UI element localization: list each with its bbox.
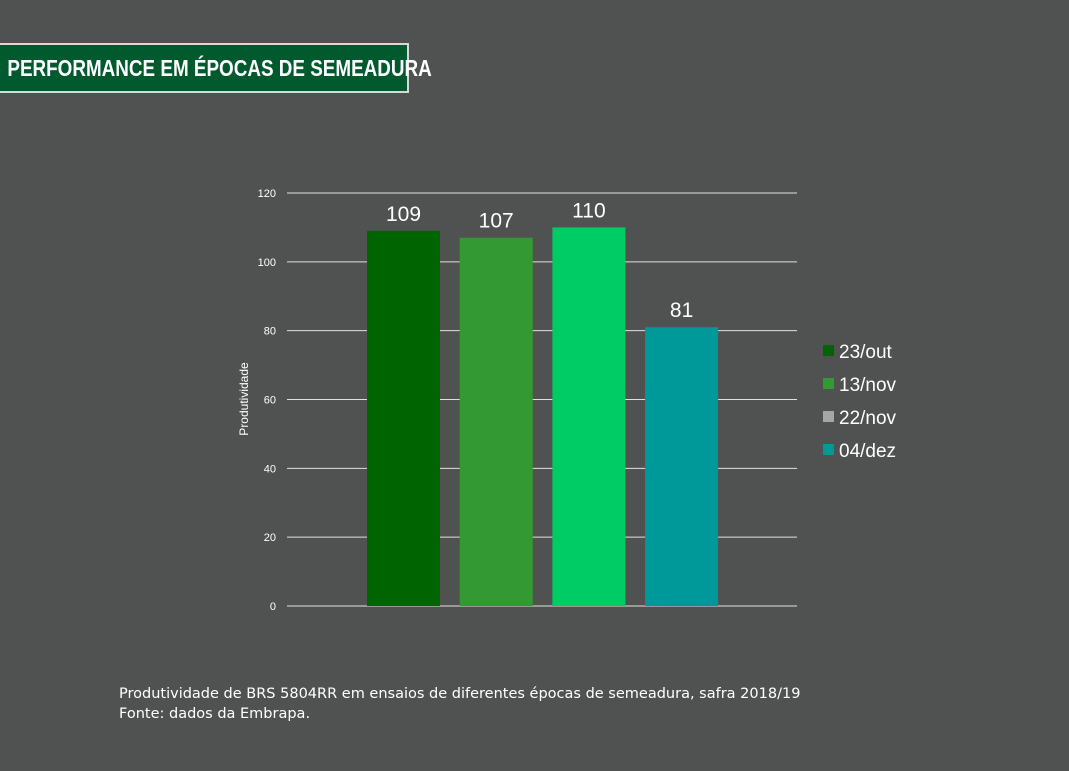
data-labels: 109 107 110 81 [386, 199, 693, 322]
y-tick-label: 60 [264, 395, 276, 407]
y-tick-labels: 0 20 40 60 80 100 120 [258, 188, 276, 613]
caption-line-1: Produtividade de BRS 5804RR em ensaios d… [119, 686, 801, 702]
bars [367, 227, 719, 606]
bar-23-out [367, 230, 440, 606]
legend-label: 22/nov [839, 408, 897, 429]
grid-lines [287, 192, 797, 607]
y-tick-label: 0 [270, 601, 276, 613]
title-banner: PERFORMANCE EM ÉPOCAS DE SEMEADURA [0, 43, 432, 93]
data-label: 110 [572, 199, 605, 222]
data-label: 81 [670, 299, 693, 322]
y-tick-label: 120 [258, 188, 276, 200]
caption-source: Fonte: dados da Embrapa. [119, 706, 311, 722]
legend-swatch [823, 378, 834, 389]
y-tick-label: 100 [258, 257, 276, 269]
y-tick-label: 80 [264, 326, 276, 338]
y-axis-label: Produtividade [237, 362, 251, 436]
caption: Produtividade de BRS 5804RR em ensaios d… [119, 684, 800, 724]
bar-13-nov [459, 237, 533, 606]
legend-swatch [823, 345, 834, 356]
legend-label: 23/out [839, 342, 893, 363]
legend: 23/out 13/nov 22/nov 04/dez [823, 342, 897, 462]
legend-label: 04/dez [839, 441, 896, 462]
bar-22-nov [552, 227, 626, 606]
legend-label: 13/nov [839, 375, 897, 396]
bar-04-dez [645, 327, 719, 606]
y-tick-label: 40 [264, 463, 276, 475]
y-tick-label: 20 [264, 532, 276, 544]
legend-swatch [823, 411, 834, 422]
legend-swatch [823, 444, 834, 455]
page-title: PERFORMANCE EM ÉPOCAS DE SEMEADURA [7, 54, 432, 81]
data-label: 109 [386, 203, 421, 226]
data-label: 107 [479, 210, 514, 233]
